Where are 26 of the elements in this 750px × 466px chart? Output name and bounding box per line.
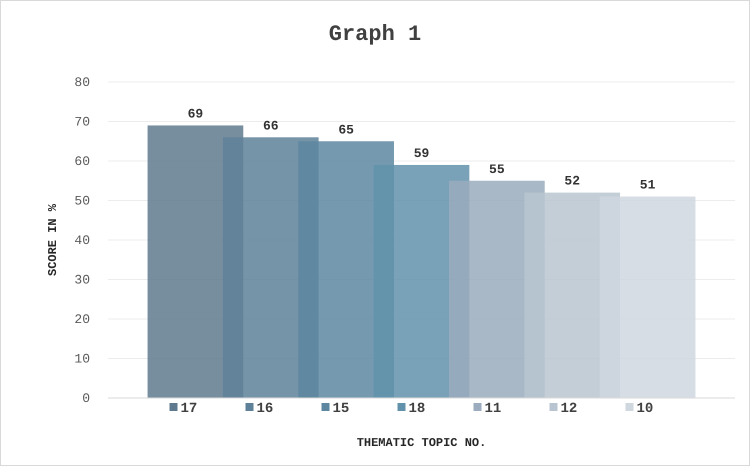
legend-label: 10 <box>636 401 654 417</box>
y-tick-label: 80 <box>74 75 90 90</box>
legend-label: 12 <box>560 401 578 417</box>
y-tick-label: 40 <box>74 233 90 248</box>
data-label: 51 <box>640 178 656 193</box>
legend-label: 17 <box>180 401 198 417</box>
chart-title: Graph 1 <box>328 22 422 47</box>
y-tick-label: 20 <box>74 312 90 327</box>
legend-label: 11 <box>484 401 502 417</box>
data-label: 52 <box>564 174 580 189</box>
x-axis-title: THEMATIC TOPIC NO. <box>356 436 486 450</box>
data-label: 66 <box>262 118 279 134</box>
data-label: 55 <box>489 162 505 177</box>
legend-label: 15 <box>332 401 350 417</box>
y-tick-label: 30 <box>74 272 90 288</box>
y-tick-label: 60 <box>74 154 90 169</box>
data-label: 59 <box>414 146 430 161</box>
y-tick-label: 70 <box>74 114 90 130</box>
legend-label: 16 <box>256 401 274 417</box>
y-tick-label: 10 <box>74 352 90 366</box>
data-label: 69 <box>188 106 204 122</box>
y-tick-label: 50 <box>74 194 90 208</box>
legend-label: 18 <box>408 401 426 417</box>
data-label: 65 <box>338 122 354 138</box>
y-axis-title: SCORE IN % <box>46 203 60 276</box>
y-tick-label: 0 <box>82 391 90 406</box>
